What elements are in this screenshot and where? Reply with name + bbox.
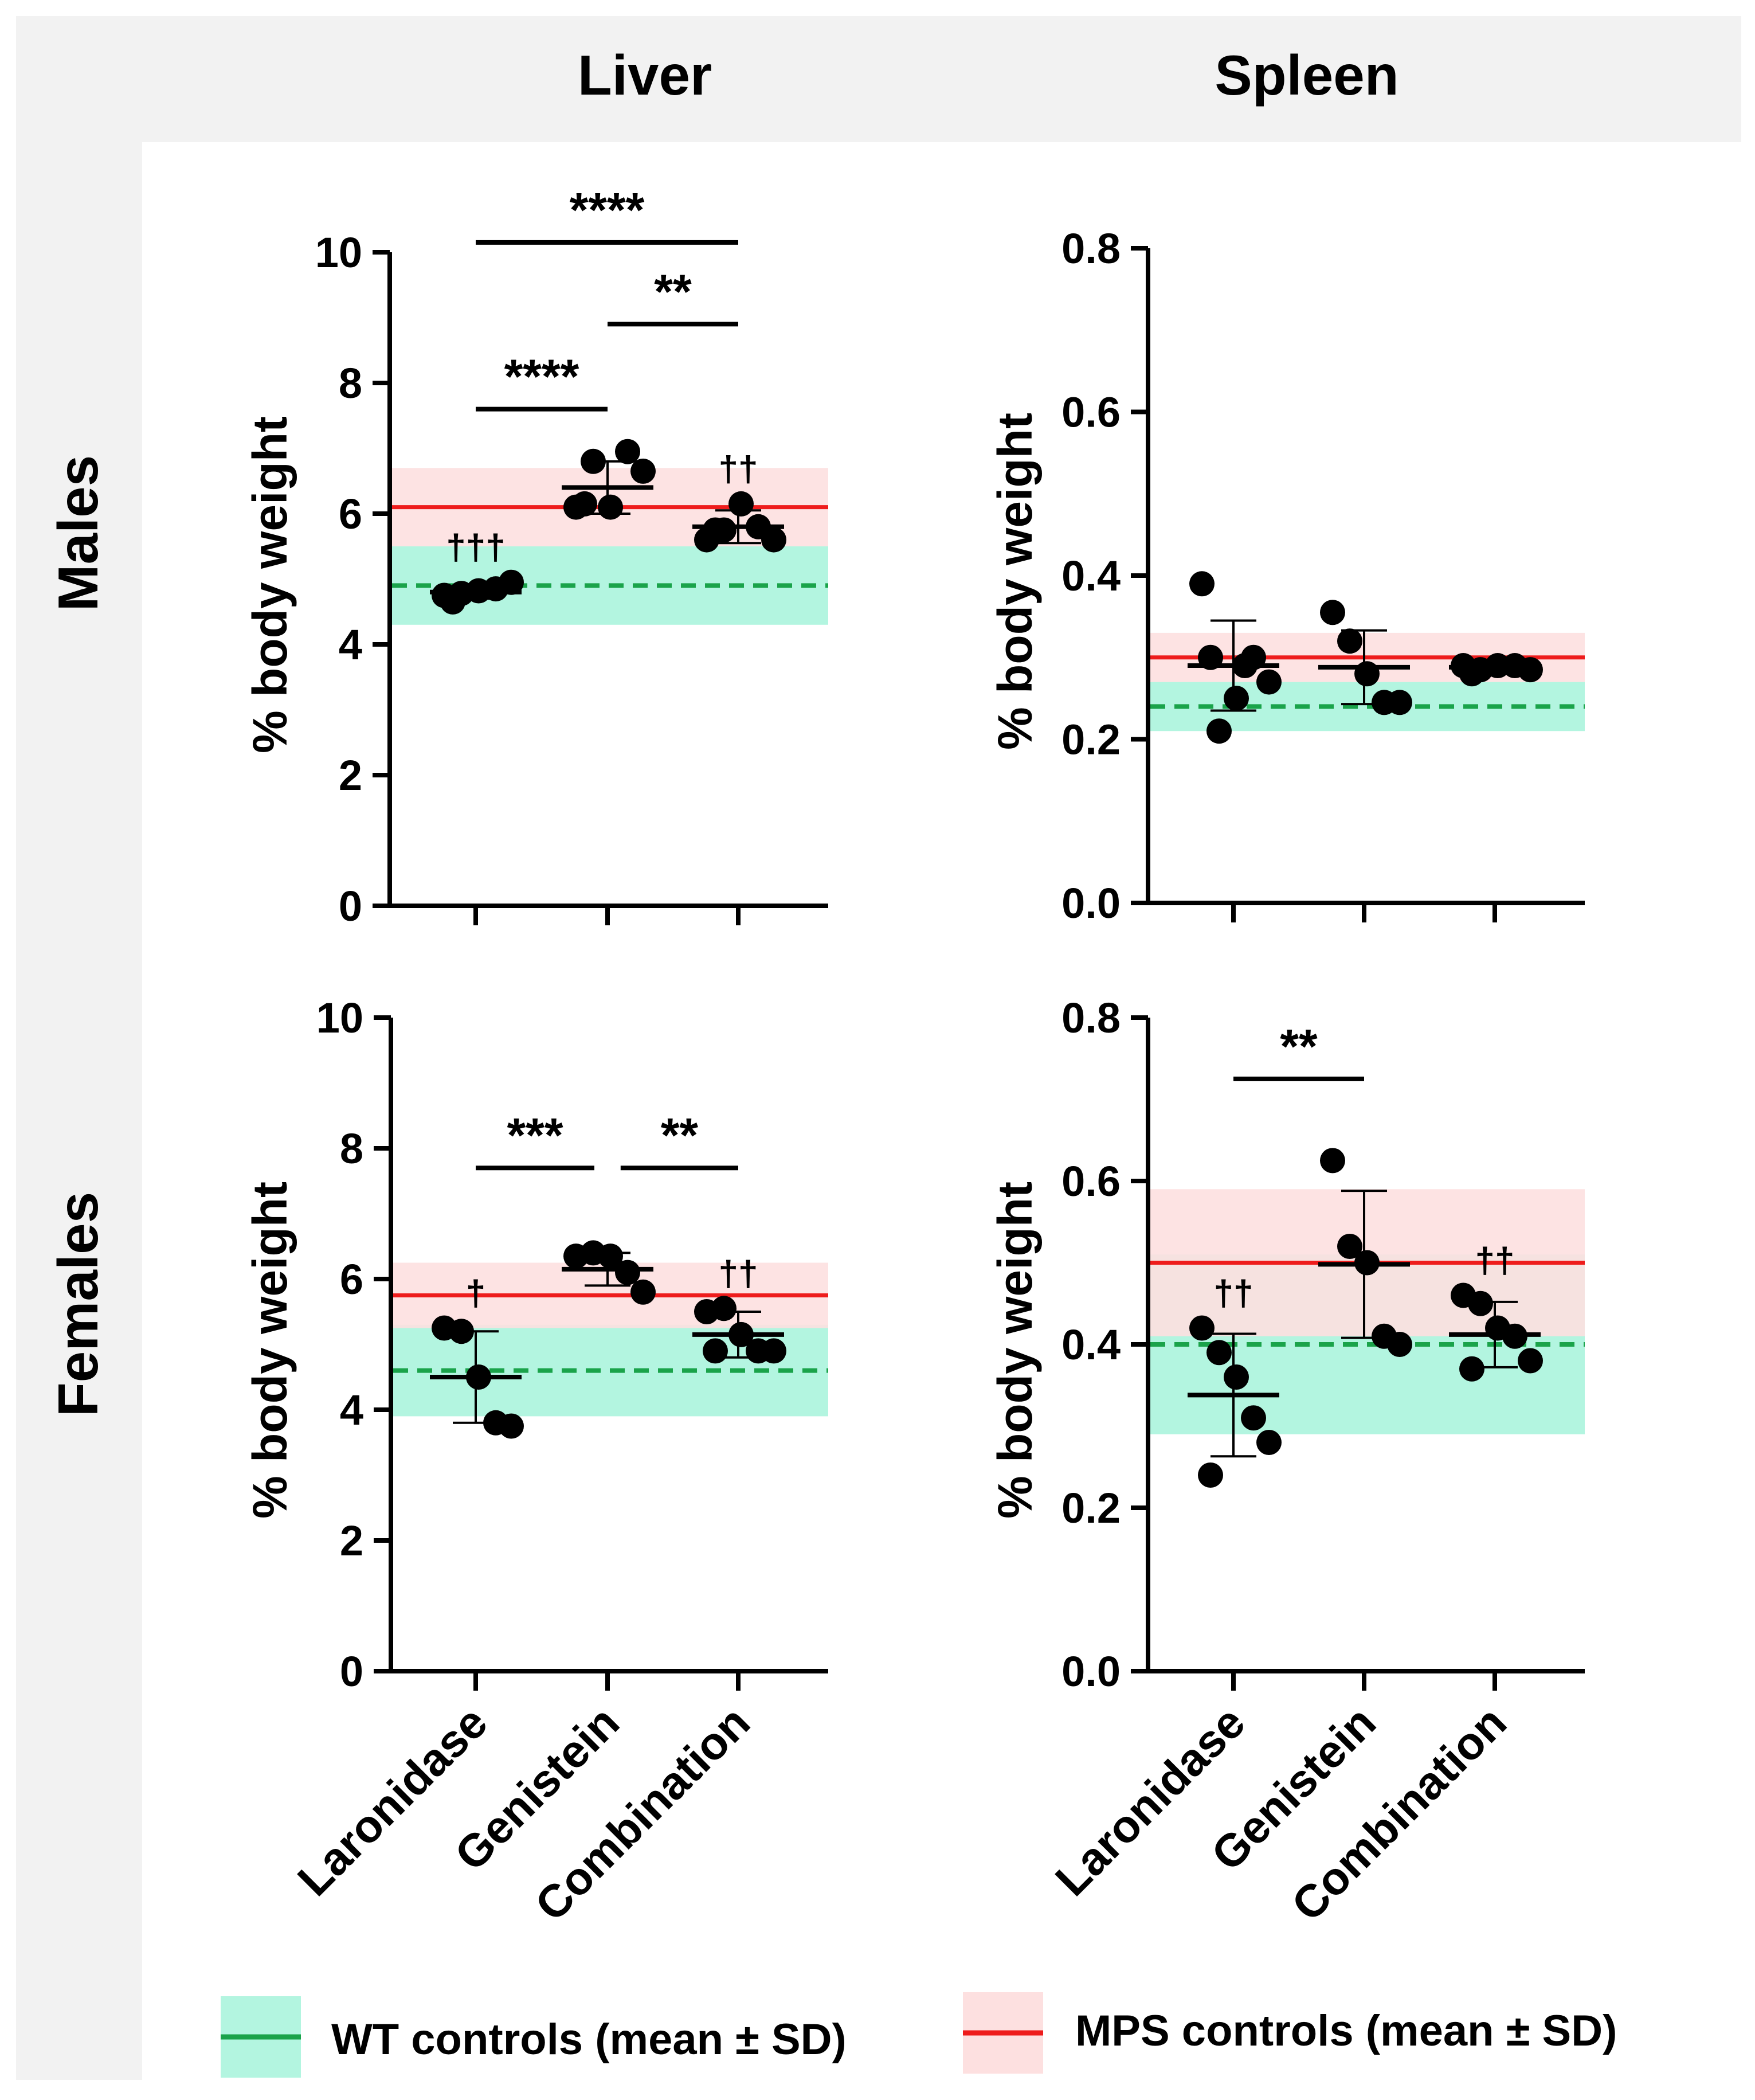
y-axis-label: % body weight xyxy=(243,416,297,753)
legend-wt-label: WT controls (mean ± SD) xyxy=(331,2015,847,2064)
y-axis-label: % body weight xyxy=(243,1182,297,1519)
y-tick-label: 0.6 xyxy=(1061,389,1121,436)
data-point xyxy=(1189,571,1215,597)
dagger-annotation: †† xyxy=(719,1254,758,1293)
y-tick-label: 0.8 xyxy=(1061,994,1121,1042)
data-point xyxy=(1468,1290,1493,1316)
data-point xyxy=(1206,1340,1232,1366)
data-point xyxy=(1256,669,1282,695)
data-point xyxy=(711,1296,737,1321)
y-tick-label: 4 xyxy=(340,1386,363,1434)
data-point xyxy=(761,527,786,553)
data-point xyxy=(499,1413,524,1439)
panel-males-spleen: 0.0 0.2 0.4 0.6 0.8 % body weight xyxy=(988,225,1585,927)
data-point xyxy=(728,491,754,517)
data-point xyxy=(1320,600,1345,625)
dagger-annotation: †† xyxy=(719,449,758,489)
data-point xyxy=(630,458,656,484)
y-tick-label: 10 xyxy=(315,229,362,276)
legend: WT controls (mean ± SD) MPS controls (me… xyxy=(221,1992,1617,2078)
y-tick-label: 0.4 xyxy=(1061,552,1121,600)
data-point xyxy=(499,569,524,595)
data-point xyxy=(615,1260,640,1285)
y-tick-label: 0.4 xyxy=(1061,1321,1121,1368)
data-point xyxy=(1337,628,1362,654)
y-tick-label: 0.6 xyxy=(1061,1157,1121,1205)
y-tick-label: 0 xyxy=(339,882,362,930)
significance-label: ** xyxy=(1280,1019,1318,1073)
row-title-females: Females xyxy=(46,1192,109,1417)
column-title-spleen: Spleen xyxy=(1215,44,1398,107)
data-point xyxy=(598,1243,623,1269)
data-point xyxy=(1224,686,1249,711)
data-point xyxy=(703,1338,728,1364)
dagger-annotation: † xyxy=(466,1274,485,1313)
data-point xyxy=(1241,1405,1266,1431)
significance-label: ** xyxy=(661,1108,699,1162)
y-tick-label: 0.2 xyxy=(1061,1484,1121,1532)
significance-label: **** xyxy=(570,183,645,237)
data-point xyxy=(1198,1462,1223,1488)
header-band xyxy=(16,16,1741,142)
x-tick-label-laronidase: Laronidase xyxy=(1045,1696,1255,1906)
data-point xyxy=(440,589,465,615)
y-tick-label: 8 xyxy=(340,1125,363,1172)
data-point xyxy=(1337,1234,1362,1259)
data-point xyxy=(615,439,640,464)
y-axis-label: % body weight xyxy=(988,1182,1042,1519)
data-point xyxy=(1189,1315,1215,1341)
significance-label: ** xyxy=(654,264,692,318)
data-point xyxy=(1387,690,1412,715)
legend-mps-label: MPS controls (mean ± SD) xyxy=(1075,2007,1617,2055)
y-tick-label: 0.0 xyxy=(1061,1648,1121,1695)
x-tick-label-laronidase: Laronidase xyxy=(288,1696,497,1906)
column-title-liver: Liver xyxy=(578,44,712,107)
y-tick-label: 6 xyxy=(340,1256,363,1303)
data-point xyxy=(630,1279,656,1305)
row-title-males: Males xyxy=(46,455,109,611)
data-point xyxy=(598,494,623,520)
y-tick-label: 6 xyxy=(339,490,362,538)
data-point xyxy=(1387,1332,1412,1357)
y-tick-label: 2 xyxy=(339,752,362,799)
data-point xyxy=(1518,1348,1543,1374)
data-point xyxy=(1320,1148,1345,1174)
y-tick-label: 4 xyxy=(339,621,362,668)
y-tick-label: 0 xyxy=(340,1648,363,1695)
data-point xyxy=(572,491,597,517)
y-tick-label: 2 xyxy=(340,1517,363,1565)
data-point xyxy=(1518,657,1543,683)
data-point xyxy=(703,517,728,543)
y-axis-label: % body weight xyxy=(988,413,1042,750)
row-label-band xyxy=(16,16,142,2080)
data-point xyxy=(1459,1356,1484,1382)
data-point xyxy=(1206,718,1232,744)
y-tick-label: 10 xyxy=(316,994,363,1042)
y-tick-label: 0.2 xyxy=(1061,716,1121,764)
y-tick-label: 0.8 xyxy=(1061,225,1121,272)
significance-label: **** xyxy=(504,350,579,404)
data-point xyxy=(761,1338,786,1364)
y-tick-label: 8 xyxy=(339,359,362,407)
panel-females-spleen: 0.00.20.40.60.8% body weightLaronidaseGe… xyxy=(988,994,1585,1931)
y-tick-label: 0.0 xyxy=(1061,879,1121,927)
data-point xyxy=(1224,1364,1249,1390)
dagger-annotation: †† xyxy=(1475,1241,1515,1281)
dagger-annotation: ††† xyxy=(446,528,505,568)
significance-label: *** xyxy=(507,1108,563,1162)
data-point xyxy=(1256,1430,1282,1455)
dagger-annotation: †† xyxy=(1214,1274,1253,1313)
